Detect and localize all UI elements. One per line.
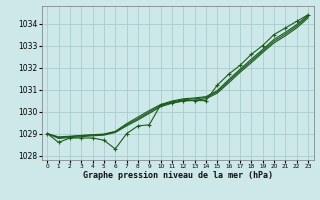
X-axis label: Graphe pression niveau de la mer (hPa): Graphe pression niveau de la mer (hPa) xyxy=(83,171,273,180)
